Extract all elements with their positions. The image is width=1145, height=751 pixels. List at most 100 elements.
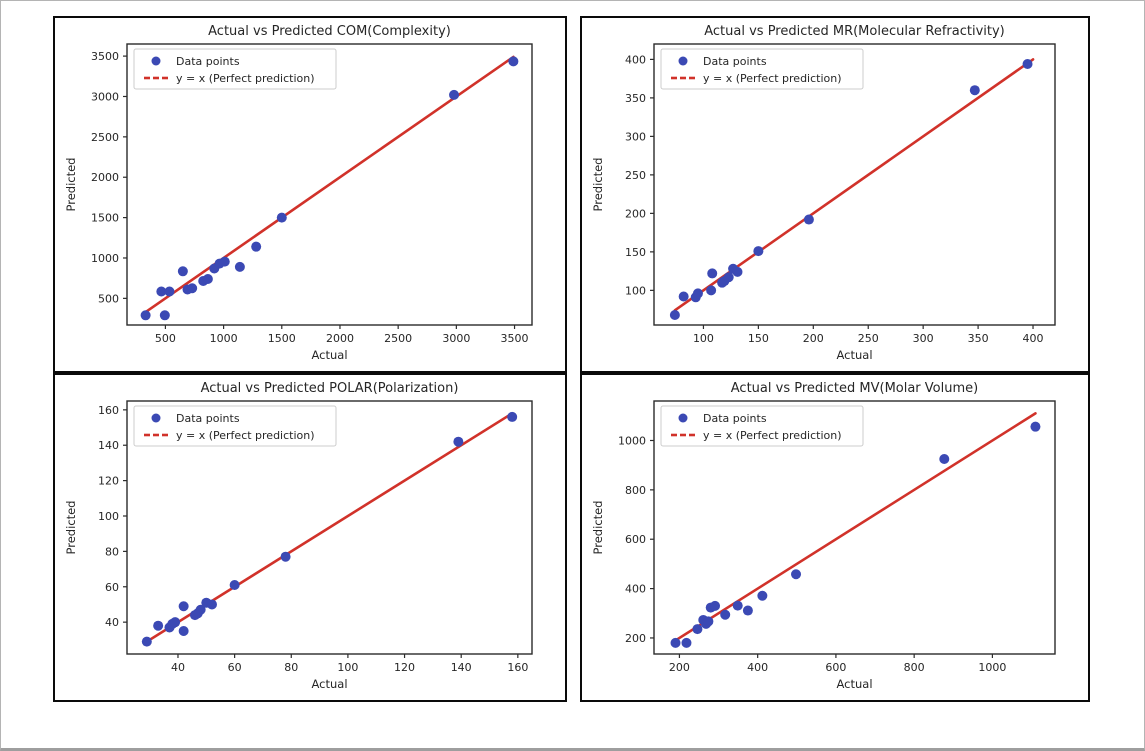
axes-frame xyxy=(126,43,533,326)
y-axis-label: Predicted xyxy=(64,158,78,212)
data-point xyxy=(507,411,518,422)
x-tick-label: 2000 xyxy=(326,332,354,345)
data-point xyxy=(508,56,519,67)
legend-point-marker xyxy=(151,56,161,66)
y-tick-label: 800 xyxy=(625,484,646,497)
data-point xyxy=(219,256,230,267)
y-tick-label: 100 xyxy=(625,284,646,297)
x-tick-label: 160 xyxy=(507,661,528,674)
subplot-mv-panel: Actual vs Predicted MV(Molar Volume) 200 4… xyxy=(580,373,1090,702)
data-point xyxy=(177,266,188,277)
data-point xyxy=(742,605,753,616)
y-tick-label: 400 xyxy=(625,583,646,596)
data-point xyxy=(753,246,764,257)
data-point xyxy=(453,436,464,447)
legend-label-line: y = x (Perfect prediction) xyxy=(176,429,315,442)
data-point xyxy=(178,626,189,636)
legend-label-points: Data points xyxy=(176,55,240,68)
x-tick-label: 3000 xyxy=(442,332,470,345)
x-axis-label: Actual xyxy=(311,677,347,691)
subplot-polar-panel: Actual vs Predicted POLAR(Polarization) 4… xyxy=(53,373,567,702)
y-axis-label: Predicted xyxy=(591,158,605,212)
y-tick-label: 200 xyxy=(625,207,646,220)
legend-box xyxy=(660,48,864,90)
y-tick-label: 150 xyxy=(625,246,646,259)
x-tick-label: 250 xyxy=(858,332,879,345)
x-tick-label: 140 xyxy=(451,661,472,674)
x-tick-label: 200 xyxy=(803,332,824,345)
x-tick-label: 400 xyxy=(747,661,768,674)
y-tick-label: 3000 xyxy=(91,90,119,103)
axes-frame xyxy=(653,400,1056,655)
data-point xyxy=(178,601,189,612)
x-tick-label: 2500 xyxy=(384,332,412,345)
data-point xyxy=(692,288,703,299)
data-point xyxy=(195,604,206,615)
legend-point-marker xyxy=(678,413,688,423)
identity-line xyxy=(674,412,1037,642)
data-point xyxy=(703,616,714,627)
data-point xyxy=(707,268,718,279)
y-tick-label: 1000 xyxy=(91,252,119,265)
x-tick-label: 800 xyxy=(904,661,925,674)
x-tick-label: 1000 xyxy=(978,661,1006,674)
x-tick-label: 80 xyxy=(284,661,298,674)
y-tick-label: 3500 xyxy=(91,50,119,63)
y-axis-label: Predicted xyxy=(591,501,605,555)
x-tick-label: 100 xyxy=(337,661,358,674)
legend-label-points: Data points xyxy=(703,55,767,68)
x-tick-label: 200 xyxy=(669,661,690,674)
legend-box xyxy=(660,405,864,447)
x-tick-label: 600 xyxy=(825,661,846,674)
data-point xyxy=(234,261,245,272)
data-point xyxy=(229,580,240,590)
data-point xyxy=(276,212,287,223)
x-tick-label: 1500 xyxy=(268,332,296,345)
x-tick-label: 500 xyxy=(155,332,176,345)
y-tick-label: 80 xyxy=(105,545,119,558)
data-point xyxy=(732,266,743,277)
legend-label-line: y = x (Perfect prediction) xyxy=(703,429,842,442)
legend-label-line: y = x (Perfect prediction) xyxy=(703,72,842,85)
data-point xyxy=(170,617,181,628)
com-chart: Actual vs Predicted COM(Complexity) 500 10… xyxy=(64,24,533,362)
mr-chart: Actual vs Predicted MR(Molecular Refract… xyxy=(591,24,1056,362)
data-point xyxy=(206,599,217,610)
x-axis-label: Actual xyxy=(836,677,872,691)
data-point xyxy=(706,285,717,296)
x-tick-label: 3500 xyxy=(501,332,529,345)
data-point xyxy=(1030,421,1041,432)
axes-frame xyxy=(126,400,533,655)
chart-title: Actual vs Predicted MV(Molar Volume) xyxy=(731,381,978,396)
legend-box xyxy=(133,48,337,90)
y-tick-label: 300 xyxy=(625,130,646,143)
y-tick-label: 140 xyxy=(98,439,119,452)
y-tick-label: 350 xyxy=(625,92,646,105)
data-point xyxy=(164,286,175,297)
data-point xyxy=(669,309,680,320)
legend-label-points: Data points xyxy=(176,412,240,425)
data-point xyxy=(791,569,802,580)
y-tick-label: 600 xyxy=(625,533,646,546)
y-tick-label: 400 xyxy=(625,53,646,66)
y-tick-label: 500 xyxy=(98,292,119,305)
y-tick-label: 2500 xyxy=(91,131,119,144)
data-point xyxy=(1022,59,1033,70)
data-point xyxy=(678,291,689,302)
y-tick-label: 160 xyxy=(98,404,119,417)
data-point xyxy=(251,241,262,252)
x-axis-label: Actual xyxy=(311,348,347,362)
x-tick-label: 150 xyxy=(748,332,769,345)
y-tick-label: 1000 xyxy=(618,434,646,447)
polar-chart: Actual vs Predicted POLAR(Polarization) 4… xyxy=(64,381,533,691)
legend-point-marker xyxy=(151,413,161,423)
data-point xyxy=(670,637,681,648)
legend-box xyxy=(133,405,337,447)
data-point xyxy=(803,214,814,225)
data-point xyxy=(140,310,151,321)
x-tick-label: 400 xyxy=(1023,332,1044,345)
y-tick-label: 60 xyxy=(105,581,119,594)
x-tick-label: 300 xyxy=(913,332,934,345)
data-point xyxy=(720,609,731,620)
